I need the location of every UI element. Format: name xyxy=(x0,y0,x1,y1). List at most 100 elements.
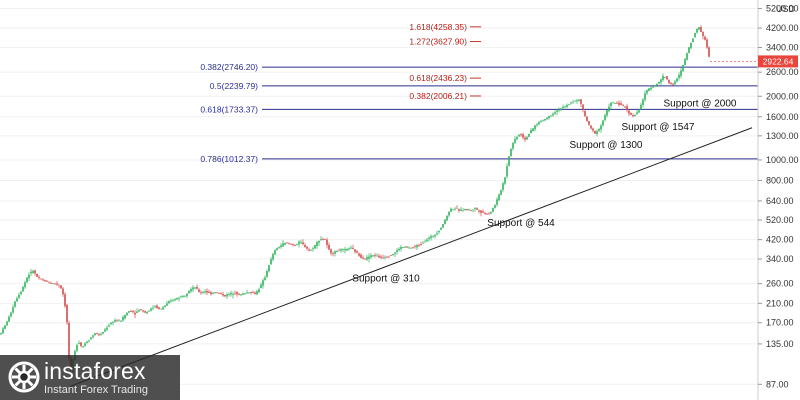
candle-body xyxy=(0,333,2,335)
candle-body xyxy=(502,183,504,190)
candle-body xyxy=(128,311,130,313)
candle-body xyxy=(666,76,668,80)
candle-body xyxy=(92,335,94,338)
candle-body xyxy=(582,104,584,111)
candle-body xyxy=(574,100,576,102)
candle-body xyxy=(542,120,544,122)
currency-label: USD xyxy=(776,4,796,14)
candle-body xyxy=(40,278,42,280)
candle-body xyxy=(292,244,294,246)
candle-body xyxy=(180,296,182,297)
candle-body xyxy=(578,99,580,101)
candle-body xyxy=(164,305,166,308)
y-tick-label: 1600.00 xyxy=(766,112,799,122)
candle-body xyxy=(642,99,644,105)
candle-body xyxy=(234,293,236,295)
candle-body xyxy=(16,298,18,302)
candle-body xyxy=(362,257,364,259)
candle-body xyxy=(210,292,212,295)
candle-body xyxy=(416,245,418,248)
candle-body xyxy=(102,332,104,334)
candle-body xyxy=(310,249,312,251)
candle-body xyxy=(166,303,168,306)
candle-body xyxy=(188,291,190,294)
candle-body xyxy=(412,247,414,248)
y-tick-label: 4200.00 xyxy=(766,23,799,33)
candle-body xyxy=(558,109,560,111)
candle-body xyxy=(52,283,54,285)
candle-body xyxy=(150,308,152,311)
candle-body xyxy=(604,115,606,121)
candle-body xyxy=(586,116,588,122)
candle-body xyxy=(318,240,320,243)
candle-body xyxy=(44,279,46,282)
candle-body xyxy=(238,293,240,295)
candle-body xyxy=(2,328,4,334)
candle-body xyxy=(610,102,612,106)
y-tick-label: 87.00 xyxy=(766,379,789,389)
candle-body xyxy=(444,219,446,225)
candle-body xyxy=(110,322,112,325)
candle-body xyxy=(330,249,332,254)
candle-body xyxy=(58,284,60,286)
candle-body xyxy=(646,90,648,94)
candle-body xyxy=(6,321,8,326)
candle-body xyxy=(522,134,524,138)
candle-body xyxy=(656,84,658,86)
candle-body xyxy=(634,114,636,117)
candle-body xyxy=(548,116,550,119)
candle-body xyxy=(236,291,238,295)
y-tick-label: 2000.00 xyxy=(766,91,799,101)
candle-body xyxy=(106,327,108,330)
candle-body xyxy=(306,246,308,249)
candle-body xyxy=(240,294,242,296)
candle-body xyxy=(560,108,562,110)
candle-body xyxy=(526,137,528,140)
ascending-trendline xyxy=(69,127,753,387)
candle-body xyxy=(252,292,254,294)
candle-body xyxy=(86,341,88,343)
candle-body xyxy=(82,346,84,347)
candle-body xyxy=(414,246,416,248)
candle-body xyxy=(22,286,24,292)
candle-body xyxy=(244,293,246,295)
candle-body xyxy=(564,106,566,108)
candle-body xyxy=(12,307,14,313)
candle-body xyxy=(118,320,120,322)
candle-body xyxy=(476,208,478,210)
fib-extension-label: 0.382(2006.21) xyxy=(409,91,467,101)
candle-body xyxy=(644,93,646,100)
candle-body xyxy=(592,128,594,131)
candle-body xyxy=(614,103,616,104)
candle-body xyxy=(698,27,700,30)
candle-body xyxy=(288,243,290,245)
candle-body xyxy=(660,79,662,83)
fib-extension-label: 1.618(4258.35) xyxy=(409,22,467,32)
candle-body xyxy=(532,128,534,131)
candle-body xyxy=(468,209,470,211)
candle-body xyxy=(198,289,200,293)
candle-body xyxy=(438,231,440,233)
candle-body xyxy=(24,282,26,288)
candle-body xyxy=(62,288,64,295)
candle-body xyxy=(386,256,388,258)
candle-body xyxy=(630,112,632,115)
candle-body xyxy=(676,78,678,82)
candle-body xyxy=(182,296,184,297)
candle-body xyxy=(454,208,456,210)
candle-body xyxy=(42,279,44,281)
candle-body xyxy=(648,88,650,91)
candle-body xyxy=(406,246,408,248)
candle-body xyxy=(34,270,36,274)
candle-body xyxy=(314,245,316,249)
candle-body xyxy=(430,236,432,239)
candle-body xyxy=(690,42,692,49)
candle-body xyxy=(148,310,150,312)
candle-body xyxy=(508,156,510,166)
candle-body xyxy=(658,81,660,84)
candle-body xyxy=(124,315,126,319)
current-price-tag[interactable]: 2922.64 xyxy=(710,55,798,68)
y-tick-label: 260.00 xyxy=(766,279,794,289)
candle-body xyxy=(108,325,110,327)
candle-body xyxy=(398,248,400,251)
